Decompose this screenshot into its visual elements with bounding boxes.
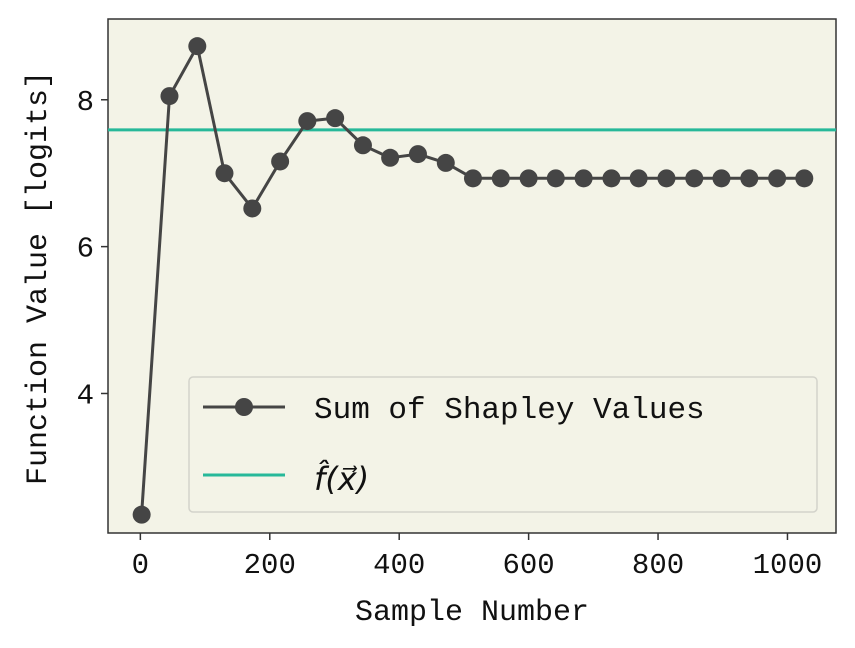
shapley-sum-point [381, 148, 400, 167]
x-tick-label: 400 [373, 549, 425, 582]
shapley-sum-point [657, 169, 676, 188]
shapley-sum-point [243, 199, 262, 218]
x-tick-label: 200 [244, 549, 296, 582]
shapley-sum-point [326, 109, 345, 128]
shapley-sum-point [491, 169, 510, 188]
shapley-sum-point [215, 164, 234, 183]
shapley-sum-point [160, 87, 179, 106]
y-axis-label: Function Value [logits] [22, 71, 56, 485]
shapley-sum-point [353, 136, 372, 155]
shapley-sum-point [271, 152, 290, 171]
legend-marker-swatch [235, 398, 253, 416]
shapley-sum-point [685, 169, 704, 188]
shapley-sum-point [602, 169, 621, 188]
shapley-sum-point [574, 169, 593, 188]
shapley-sum-point [298, 112, 317, 131]
x-tick-label: 1000 [753, 549, 823, 582]
legend-label-sum: Sum of Shapley Values [314, 393, 705, 428]
shapley-sum-point [712, 169, 731, 188]
x-tick-label: 800 [632, 549, 684, 582]
legend-box [188, 376, 818, 513]
shapley-sum-point [768, 169, 787, 188]
x-axis-label: Sample Number [355, 596, 589, 630]
shapley-sum-point [795, 169, 814, 188]
shapley-sum-point [463, 169, 482, 188]
y-tick-label: 4 [77, 379, 94, 412]
x-tick-label: 0 [132, 549, 149, 582]
shapley-sum-point [519, 169, 538, 188]
y-tick-label: 8 [77, 86, 94, 119]
shapley-sum-point [132, 505, 151, 524]
y-tick-label: 6 [77, 233, 94, 266]
shapley-sum-point [408, 145, 427, 164]
shapley-sum-point [188, 37, 207, 56]
shapley-sum-point [740, 169, 759, 188]
shapley-sum-point [546, 169, 565, 188]
shapley-sum-point [436, 153, 455, 172]
legend-label-fx: f̂(x⃗) [314, 460, 369, 498]
shapley-sum-point [629, 169, 648, 188]
legend: Sum of Shapley Values f̂(x⃗) [188, 376, 818, 513]
x-tick-label: 600 [503, 549, 555, 582]
